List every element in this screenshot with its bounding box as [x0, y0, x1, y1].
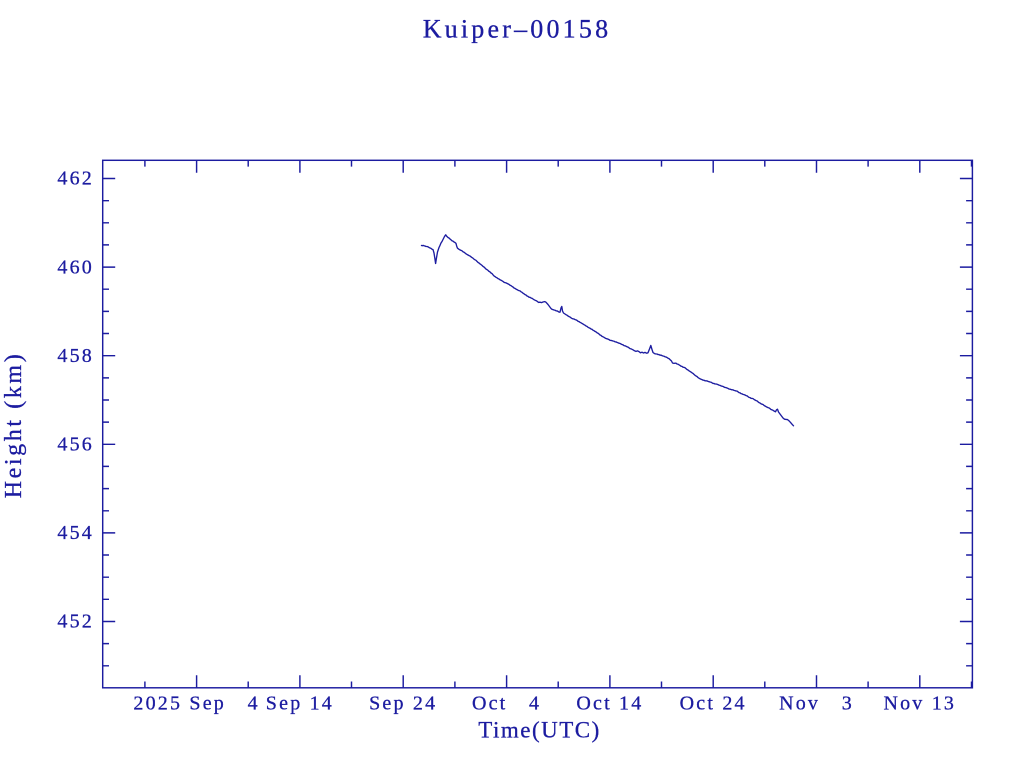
svg-text:462: 462 [57, 168, 94, 190]
svg-text:Nov 3: Nov 3 [779, 693, 854, 715]
svg-text:Sep 14: Sep 14 [266, 693, 334, 715]
svg-text:452: 452 [57, 611, 94, 633]
svg-text:460: 460 [57, 256, 94, 278]
svg-text:Oct 14: Oct 14 [576, 693, 643, 715]
svg-text:Oct 24: Oct 24 [680, 693, 747, 715]
svg-text:Sep 24: Sep 24 [369, 693, 437, 715]
svg-text:2025 Sep 4: 2025 Sep 4 [133, 693, 259, 715]
svg-text:Nov 13: Nov 13 [883, 693, 956, 715]
svg-text:458: 458 [57, 345, 94, 367]
svg-text:454: 454 [57, 522, 94, 544]
svg-text:Kuiper–00158: Kuiper–00158 [423, 15, 612, 44]
svg-text:Oct 4: Oct 4 [472, 693, 541, 715]
svg-text:456: 456 [57, 434, 94, 456]
svg-text:Time(UTC): Time(UTC) [478, 718, 601, 743]
svg-text:Height (km): Height (km) [1, 352, 27, 499]
